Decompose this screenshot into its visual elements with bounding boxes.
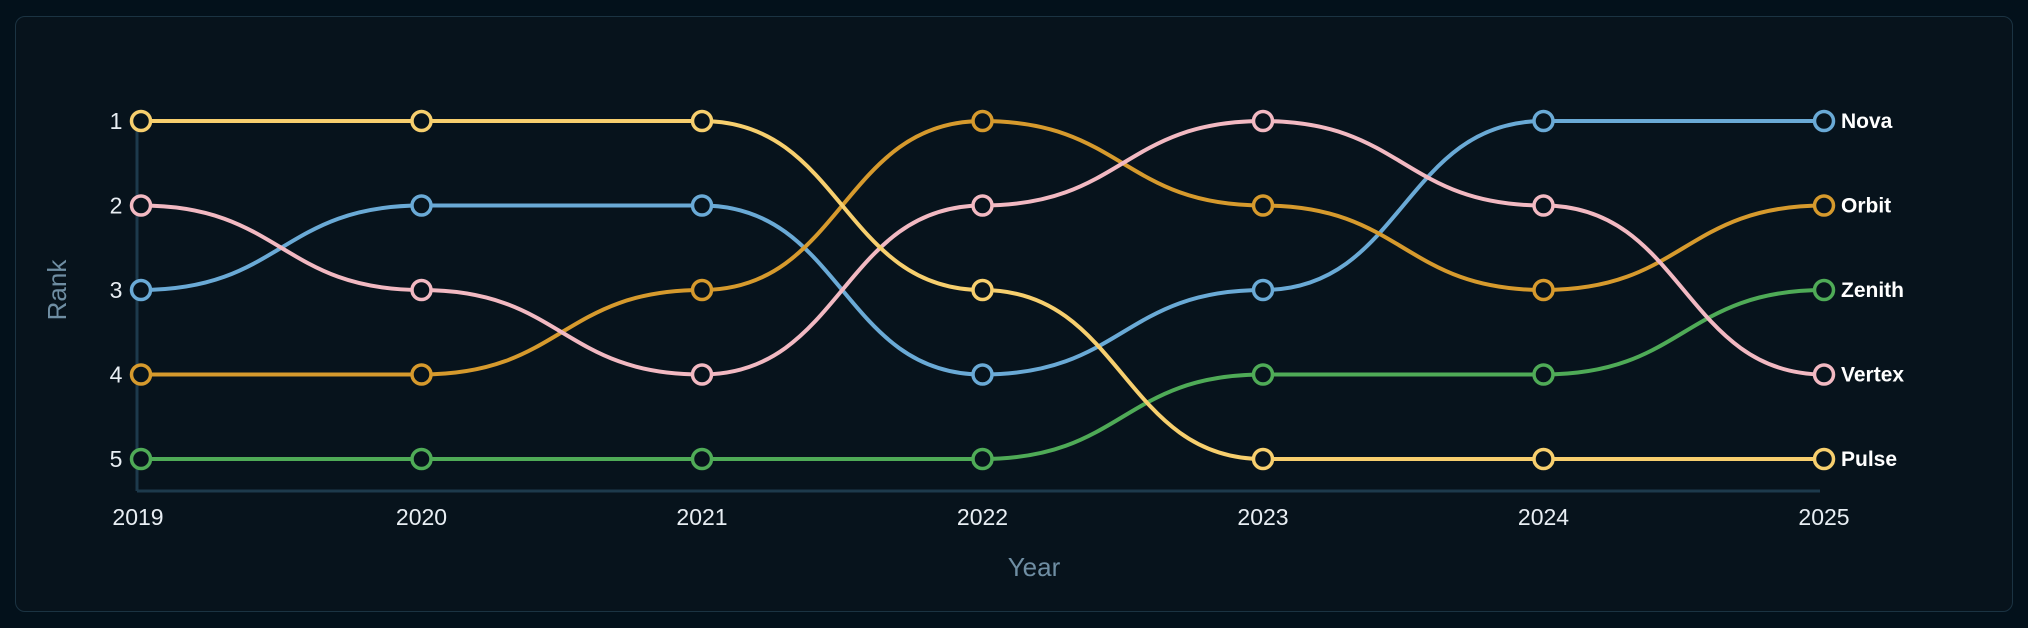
series-line-orbit xyxy=(139,118,1826,377)
series-label-orbit: Orbit xyxy=(1841,195,1891,218)
x-tick-labels: 2019 2020 2021 2022 2023 2024 2025 xyxy=(112,504,1849,530)
data-point-orbit xyxy=(410,363,433,386)
y-tick-label: 4 xyxy=(110,362,123,388)
data-point-nova xyxy=(1251,278,1275,302)
data-point-vertex xyxy=(1251,109,1275,133)
data-point-zenith xyxy=(1532,363,1555,386)
x-tick-label: 2019 xyxy=(112,504,163,530)
data-point-orbit xyxy=(1251,194,1275,217)
data-point-zenith xyxy=(410,447,433,471)
series-label-pulse: Pulse xyxy=(1841,448,1897,471)
y-tick-labels: 1 2 3 4 5 xyxy=(110,108,123,472)
data-point-pulse xyxy=(410,109,433,133)
y-tick-label: 2 xyxy=(110,193,123,219)
data-point-orbit xyxy=(690,278,714,302)
data-point-orbit xyxy=(971,109,994,133)
series-line-vertex xyxy=(139,118,1826,377)
x-tick-label: 2020 xyxy=(396,504,447,530)
data-point-pulse xyxy=(971,278,994,302)
y-axis-title: Rank xyxy=(42,259,72,321)
data-point-vertex xyxy=(1812,363,1836,386)
data-point-pulse xyxy=(129,109,153,133)
data-point-vertex xyxy=(971,194,994,217)
data-point-zenith xyxy=(1251,363,1275,386)
data-point-nova xyxy=(1812,109,1836,133)
data-point-nova xyxy=(971,363,994,386)
x-tick-label: 2022 xyxy=(957,504,1008,530)
x-tick-label: 2021 xyxy=(676,504,727,530)
data-point-vertex xyxy=(690,363,714,386)
data-point-nova xyxy=(690,194,714,217)
data-point-pulse xyxy=(1532,447,1555,471)
data-point-pulse xyxy=(690,109,714,133)
series-label-vertex: Vertex xyxy=(1841,364,1904,387)
data-point-nova xyxy=(410,194,433,217)
x-tick-label: 2025 xyxy=(1798,504,1849,530)
data-point-pulse xyxy=(1812,447,1836,471)
data-point-orbit xyxy=(1812,194,1836,217)
series-label-zenith: Zenith xyxy=(1841,279,1904,302)
data-point-zenith xyxy=(1812,278,1836,302)
data-point-orbit xyxy=(1532,278,1555,302)
data-point-orbit xyxy=(129,363,153,386)
data-point-nova xyxy=(129,278,153,302)
data-point-zenith xyxy=(690,447,714,471)
x-tick-label: 2024 xyxy=(1518,504,1569,530)
data-point-vertex xyxy=(410,278,433,302)
data-point-pulse xyxy=(1251,447,1275,471)
chart-panel xyxy=(15,16,2013,612)
x-tick-label: 2023 xyxy=(1237,504,1288,530)
x-axis-title: Year xyxy=(1008,552,1061,582)
data-point-zenith xyxy=(971,447,994,471)
series-end-labels: Nova Orbit Zenith Vertex Pulse xyxy=(1841,110,1904,471)
series-line-nova xyxy=(139,118,1826,377)
series-label-nova: Nova xyxy=(1841,110,1893,133)
y-tick-label: 3 xyxy=(110,277,123,303)
data-point-nova xyxy=(1532,109,1555,133)
data-point-vertex xyxy=(1532,194,1555,217)
data-point-zenith xyxy=(129,447,153,471)
series-points xyxy=(129,109,1836,471)
y-tick-label: 5 xyxy=(110,446,123,472)
y-tick-label: 1 xyxy=(110,108,123,134)
data-point-vertex xyxy=(129,194,153,217)
